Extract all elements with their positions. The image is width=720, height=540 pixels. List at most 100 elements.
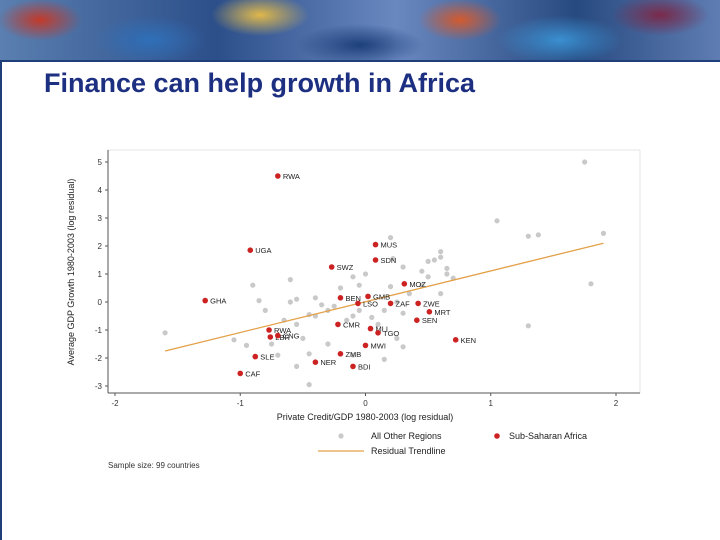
other-region-point	[400, 344, 406, 350]
other-region-point	[306, 351, 312, 357]
sub-saharan-africa-point	[350, 363, 356, 370]
other-region-point	[400, 264, 406, 270]
country-label: GMB	[373, 292, 390, 301]
sub-saharan-africa-point	[252, 353, 259, 360]
sub-saharan-africa-point	[367, 325, 374, 332]
sub-saharan-africa-point	[355, 300, 361, 307]
country-label: TGO	[383, 329, 399, 338]
sub-saharan-africa-point	[362, 342, 369, 349]
legend-trendline-label: Residual Trendline	[371, 446, 446, 456]
header-divider	[0, 60, 720, 62]
other-region-point	[419, 282, 425, 288]
other-region-point	[369, 314, 375, 320]
slide-title: Finance can help growth in Africa	[44, 68, 476, 98]
x-tick-label: 0	[363, 399, 368, 408]
country-label: UGA	[255, 246, 271, 255]
country-label: MLI	[376, 325, 389, 334]
other-region-point	[525, 323, 531, 329]
other-region-point	[400, 310, 406, 316]
other-region-point	[494, 218, 500, 224]
other-region-point	[356, 282, 362, 288]
x-tick-label: -2	[111, 399, 119, 408]
y-tick-label: -3	[95, 382, 103, 391]
country-label: CNG	[283, 332, 300, 341]
legend-africa-label: Sub-Saharan Africa	[509, 431, 587, 441]
other-region-point	[294, 321, 300, 327]
sub-saharan-africa-point	[266, 327, 272, 333]
sub-saharan-africa-point	[372, 257, 379, 263]
other-region-point	[344, 317, 350, 323]
country-label: SDN	[381, 256, 397, 265]
other-region-point	[582, 159, 588, 165]
y-axis-label: Average GDP Growth 1980-2003 (log residu…	[66, 179, 76, 366]
sub-saharan-africa-point	[375, 330, 381, 336]
other-region-point	[525, 233, 531, 239]
other-region-point	[431, 257, 437, 263]
other-region-point	[256, 298, 262, 304]
residual-trendline	[164, 242, 604, 352]
sub-saharan-africa-point	[452, 337, 459, 343]
country-label: MOZ	[409, 280, 426, 289]
country-label: SEN	[422, 316, 437, 325]
sub-saharan-africa-point	[426, 309, 433, 315]
sub-saharan-africa-point	[275, 173, 281, 179]
left-border	[0, 62, 2, 540]
y-tick-label: 0	[98, 298, 103, 307]
other-region-point	[268, 341, 275, 347]
country-label: CMR	[343, 320, 361, 329]
country-label: CAF	[245, 369, 260, 378]
country-label: NER	[320, 358, 336, 367]
other-region-point	[362, 271, 369, 277]
country-label: KEN	[461, 336, 476, 345]
other-region-point	[535, 232, 541, 238]
other-region-point	[300, 335, 306, 341]
other-region-point	[375, 321, 381, 327]
other-region-point	[331, 303, 337, 309]
country-label: LSO	[363, 299, 378, 308]
y-tick-label: 5	[98, 158, 103, 167]
y-tick-label: 1	[98, 270, 103, 279]
other-region-point	[387, 235, 394, 241]
country-label: RWA	[283, 172, 300, 181]
other-region-point	[406, 291, 412, 297]
other-region-point	[275, 352, 281, 358]
country-label: MRT	[434, 308, 451, 317]
other-region-point	[319, 302, 325, 308]
other-region-point	[231, 337, 237, 343]
x-axis-label: Private Credit/GDP 1980-2003 (log residu…	[277, 412, 453, 422]
sub-saharan-africa-point	[401, 281, 408, 287]
legend-other-label: All Other Regions	[371, 431, 442, 441]
other-region-point	[387, 284, 394, 290]
country-label: LBR	[275, 333, 290, 342]
sample-size-note: Sample size: 99 countries	[108, 461, 200, 470]
sub-saharan-africa-point	[335, 321, 341, 328]
legend-other-marker	[338, 433, 344, 439]
other-region-point	[438, 249, 444, 255]
country-label: MUS	[381, 241, 398, 250]
other-region-point	[444, 271, 450, 277]
country-label: SWZ	[337, 263, 354, 272]
country-label: SLE	[260, 353, 274, 362]
sub-saharan-africa-point	[247, 247, 254, 253]
other-region-point	[394, 335, 400, 341]
y-tick-label: -1	[95, 326, 103, 335]
other-region-point	[294, 363, 300, 369]
sub-saharan-africa-point	[202, 297, 208, 304]
sub-saharan-africa-point	[337, 351, 344, 357]
other-region-point	[381, 356, 387, 362]
other-region-point	[350, 274, 356, 280]
sub-saharan-africa-point	[337, 295, 344, 301]
x-tick-label: -1	[237, 399, 245, 408]
other-region-point	[294, 296, 300, 302]
other-region-point	[337, 285, 344, 291]
x-tick-label: 2	[614, 399, 619, 408]
other-region-point	[287, 277, 293, 283]
other-region-point	[438, 291, 444, 297]
other-region-point	[425, 258, 431, 264]
other-region-point	[325, 341, 331, 347]
other-region-point	[588, 281, 594, 287]
other-region-point	[600, 230, 607, 236]
other-region-point	[350, 352, 356, 358]
other-region-point	[250, 282, 256, 288]
